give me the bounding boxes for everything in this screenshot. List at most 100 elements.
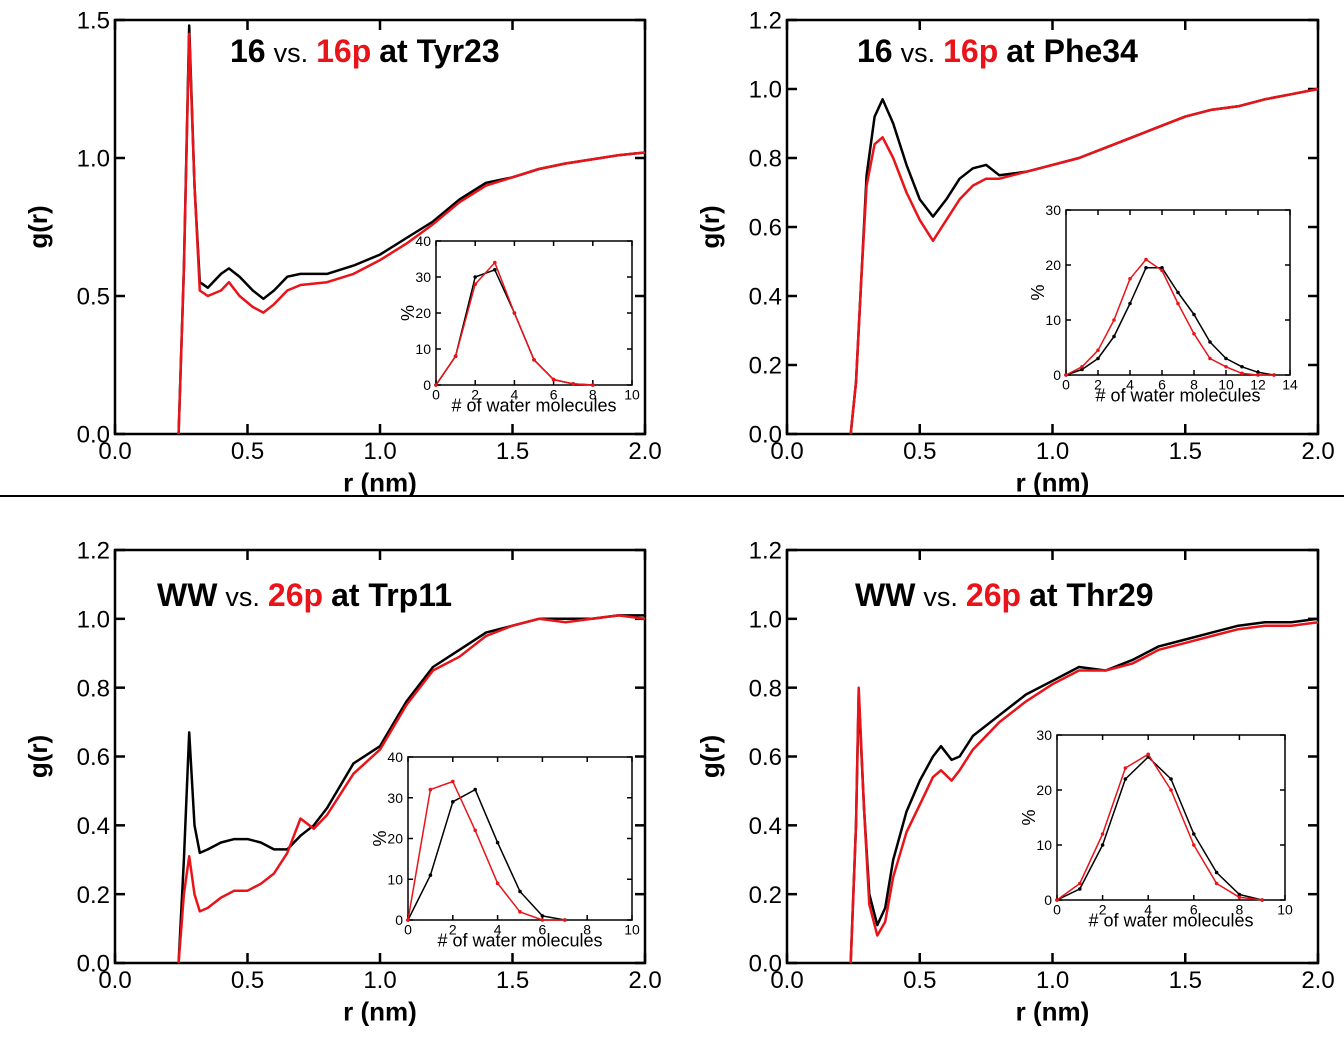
data-point [493, 268, 497, 272]
x-tick-label: 8 [1236, 902, 1244, 918]
x-tick-label: 8 [583, 922, 591, 938]
y-tick-label: 1.0 [77, 146, 110, 173]
y-tick-label: 0 [423, 377, 431, 393]
data-point [473, 275, 478, 279]
title-part: vs. [274, 38, 309, 68]
inset-frame [1056, 734, 1286, 901]
data-point [540, 918, 545, 922]
data-point [1096, 356, 1100, 361]
title-part: 26p [966, 577, 1021, 613]
x-tick-label: 0.0 [770, 438, 803, 465]
y-tick-label: 0.2 [77, 882, 110, 909]
x-tick-label: 10 [624, 922, 640, 938]
y-axis-label: g(r) [695, 205, 725, 248]
y-tick-label: 20 [1045, 257, 1061, 273]
data-point [1169, 777, 1173, 781]
y-tick-label: 1.5 [77, 8, 110, 35]
x-tick-label: 0.5 [903, 438, 936, 465]
title-part: WW [157, 577, 218, 613]
y-tick-label: 0.0 [77, 951, 110, 978]
y-tick-label: 0.0 [749, 951, 782, 978]
y-tick-label: 0.8 [77, 675, 110, 702]
data-point [1214, 870, 1219, 875]
y-tick-label: 0.8 [749, 675, 782, 702]
y-tick-label: 20 [1036, 782, 1052, 798]
title-part: at Phe34 [1006, 33, 1138, 69]
data-point [434, 383, 438, 387]
data-point [1224, 356, 1228, 361]
y-tick-label: 0.4 [749, 813, 782, 840]
title-part: vs. [225, 582, 260, 612]
data-point [473, 787, 478, 792]
y-tick-label: 30 [387, 790, 403, 806]
x-tick-label: 4 [1144, 902, 1152, 918]
y-tick-label: 0.0 [749, 422, 782, 449]
chart-title: 16 vs. 16p at Phe34 [857, 33, 1138, 69]
chart-title: WW vs. 26p at Thr29 [855, 577, 1154, 613]
y-axis-label: % [370, 830, 390, 846]
data-point [571, 382, 575, 386]
x-tick-label: 0.5 [903, 967, 936, 994]
y-axis-label: % [1019, 809, 1039, 825]
x-tick-label: 6 [1190, 902, 1198, 918]
data-point [453, 354, 458, 359]
data-point [1055, 898, 1059, 902]
data-point [1237, 895, 1242, 900]
x-tick-label: 6 [1158, 377, 1166, 393]
y-tick-label: 1.0 [77, 606, 110, 633]
y-tick-label: 40 [415, 233, 431, 249]
data-point [428, 787, 433, 792]
x-axis-label: r (nm) [343, 468, 417, 498]
series-line [1065, 258, 1274, 376]
data-point [428, 873, 433, 877]
series-line [407, 780, 565, 921]
data-point [1078, 887, 1082, 891]
x-axis-label: r (nm) [1016, 468, 1090, 498]
data-point [1208, 340, 1212, 344]
series-line [177, 32, 646, 435]
data-point [1160, 265, 1164, 270]
data-point [1208, 356, 1212, 361]
y-tick-label: 1.2 [77, 538, 110, 565]
y-tick-label: 1.0 [749, 77, 782, 104]
y-tick-label: 10 [387, 871, 403, 887]
data-point [1192, 832, 1196, 836]
title-part: 16 [230, 33, 266, 69]
data-point [591, 383, 595, 387]
x-tick-label: 14 [1282, 377, 1298, 393]
y-tick-label: 1.0 [749, 606, 782, 633]
data-point [1123, 766, 1128, 770]
x-axis-label: r (nm) [1016, 997, 1090, 1027]
x-axis-label: r (nm) [343, 997, 417, 1027]
y-tick-label: 30 [1045, 202, 1061, 218]
series-line [1056, 753, 1263, 901]
inset-frame [435, 240, 633, 386]
data-point [495, 840, 500, 845]
x-tick-label: 10 [1277, 902, 1293, 918]
x-tick-label: 10 [624, 387, 640, 403]
data-point [1176, 290, 1180, 295]
x-tick-label: 6 [550, 387, 558, 403]
data-point [1146, 752, 1150, 757]
series-line [177, 614, 646, 964]
series-line [849, 87, 1319, 435]
x-tick-label: 1.5 [496, 967, 529, 994]
data-point [473, 828, 478, 833]
x-tick-label: 8 [589, 387, 597, 403]
y-axis-label: g(r) [695, 735, 725, 778]
x-axis-label: # of water molecules [437, 931, 602, 951]
x-tick-label: 2.0 [1301, 967, 1334, 994]
data-point [1080, 364, 1084, 369]
y-tick-label: 0 [395, 912, 403, 928]
series-line [1056, 756, 1263, 901]
data-point [1214, 881, 1219, 886]
title-part: 26p [268, 577, 323, 613]
y-axis-label: % [398, 305, 418, 321]
y-tick-label: 20 [415, 305, 431, 321]
y-tick-label: 40 [387, 749, 403, 765]
x-tick-label: 0 [404, 922, 412, 938]
data-point [1144, 257, 1148, 262]
data-point [1080, 367, 1084, 372]
data-point [1112, 334, 1116, 339]
data-point [1112, 318, 1116, 322]
